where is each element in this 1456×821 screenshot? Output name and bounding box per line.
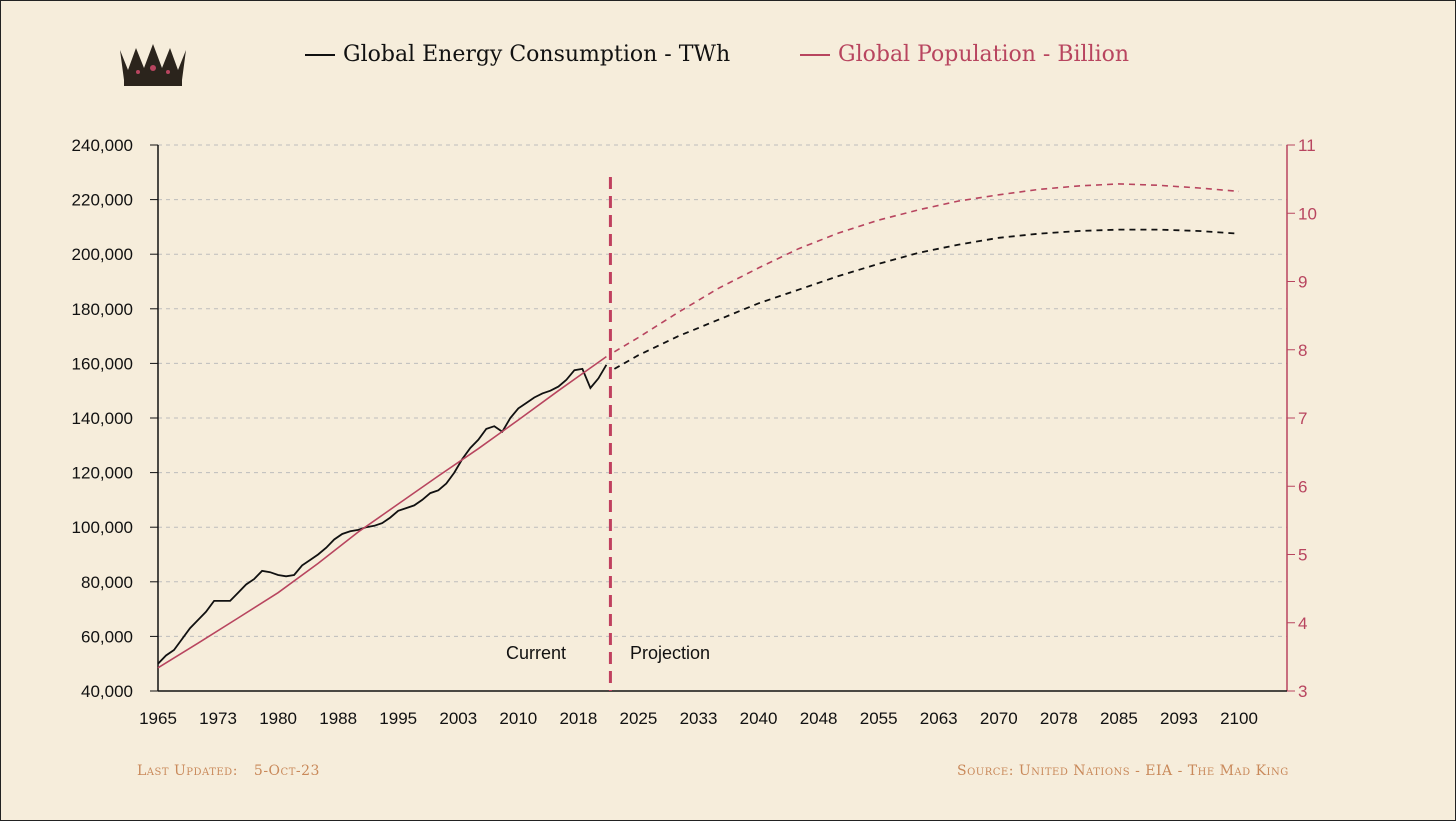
y-left-tick-label: 80,000 [81,573,133,592]
axes-layer: 40,000 60,000 80,000 100,000 120,000 140,000 1… [72,136,1317,728]
x-tick-label: 2048 [800,709,838,728]
footer-last-updated: Last Updated: 5-Oct-23 [137,763,320,779]
y-right-tick-label: 7 [1298,409,1307,428]
last-updated-label: Last Updated: [137,763,238,779]
legend-energy-label: Global Energy Consumption - TWh [343,42,731,67]
y-right-tick-label: 9 [1298,273,1307,292]
y-left-tick-label: 220,000 [72,191,133,210]
x-tick-label: 2078 [1040,709,1078,728]
x-tick-label: 2093 [1160,709,1198,728]
legend-energy-swatch [305,53,335,56]
series-line-population-solid [157,355,607,669]
legend-energy: Global Energy Consumption - TWh [305,42,730,67]
crown-icon [120,44,186,86]
x-tick-label: 2033 [680,709,718,728]
y-right-tick-label: 3 [1298,682,1307,701]
footer-source: Source: United Nations - EIA - The Mad K… [957,763,1289,779]
x-tick-label: 2010 [499,709,537,728]
y-left-tick-label: 240,000 [72,136,133,155]
legend-population: Global Population - Billion [800,42,1129,67]
y-left-tick-label: 120,000 [72,464,133,483]
y-left-tick-label: 40,000 [81,682,133,701]
x-tick-label: 2070 [980,709,1018,728]
y-right-tick-label: 6 [1298,477,1307,496]
series-layer [157,177,1240,691]
x-tick-label: 2003 [439,709,477,728]
annotation-current: Current [506,643,566,663]
x-tick-label: 1988 [319,709,357,728]
x-tick-label: 2040 [740,709,778,728]
legend-population-swatch [800,53,830,56]
y-left-tick-label: 200,000 [72,245,133,264]
x-tick-label: 2085 [1100,709,1138,728]
y-right-tick-label: 8 [1298,341,1307,360]
y-left-tick-label: 180,000 [72,300,133,319]
y-left-tick-label: 60,000 [81,627,133,646]
x-tick-label: 1973 [199,709,237,728]
series-line-energy-solid [157,364,608,665]
y-right-tick-label: 4 [1298,614,1307,633]
x-tick-label: 2063 [920,709,958,728]
y-right-tick-label: 10 [1298,204,1317,223]
grid-layer [158,144,1287,637]
y-left-tick-label: 100,000 [72,518,133,537]
series-line-population-dashed [613,183,1240,353]
x-tick-label: 1980 [259,709,297,728]
legend-population-label: Global Population - Billion [838,42,1130,67]
y-left-tick-label: 140,000 [72,409,133,428]
last-updated-date: 5-Oct-23 [253,763,320,779]
y-right-tick-label: 5 [1298,546,1307,565]
x-tick-label: 1965 [139,709,177,728]
x-tick-label: 1995 [379,709,417,728]
y-left-tick-label: 160,000 [72,354,133,373]
x-tick-label: 2025 [620,709,658,728]
y-right-tick-label: 11 [1298,136,1316,155]
series-line-energy-dashed [613,228,1240,370]
x-tick-label: 2018 [559,709,597,728]
x-tick-label: 2100 [1220,709,1258,728]
x-tick-label: 2055 [860,709,898,728]
annotation-projection: Projection [630,643,710,663]
